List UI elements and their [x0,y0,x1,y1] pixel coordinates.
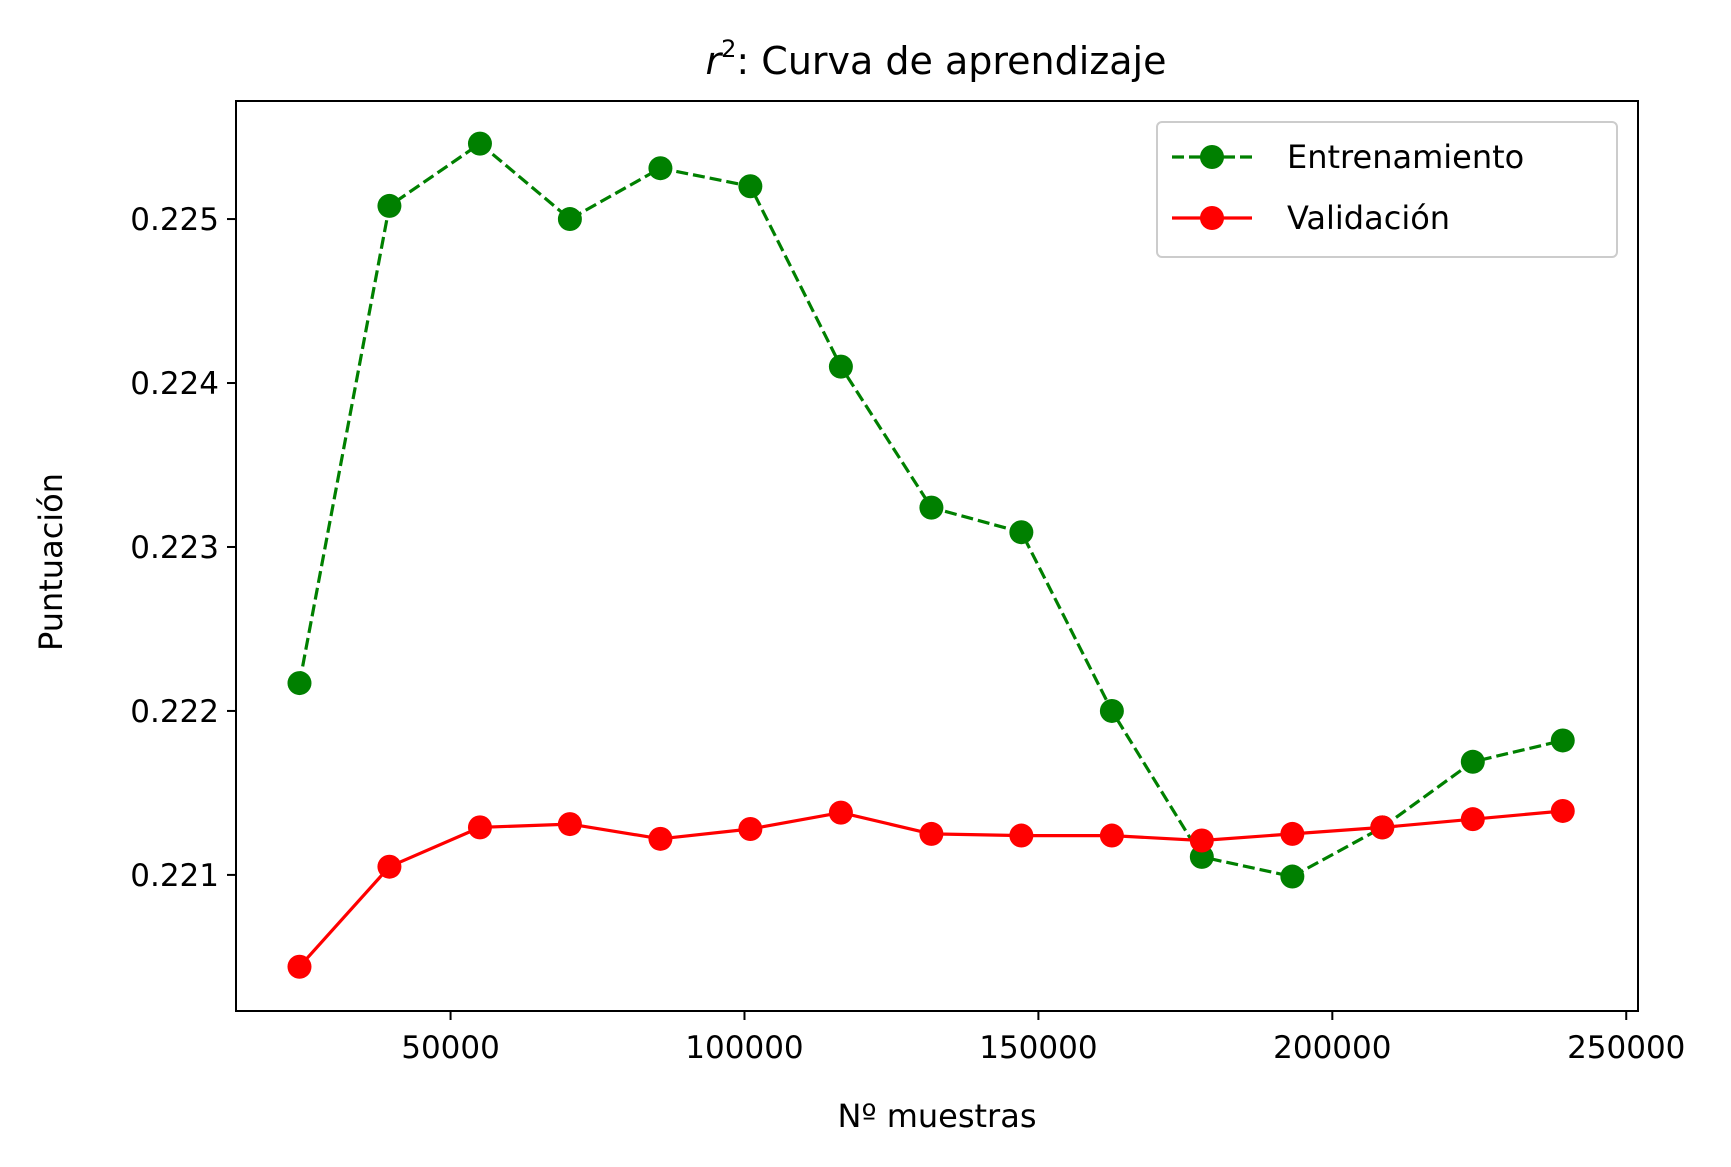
data-point-entrenamiento [919,495,944,520]
series-layer [287,131,1575,979]
series-entrenamiento [287,131,1575,889]
data-point-validacion [467,815,492,840]
title-prefix: r [706,39,724,83]
data-point-validacion [1099,823,1124,848]
data-point-validacion [919,821,944,846]
data-point-validacion [828,800,853,825]
data-point-validacion [557,812,582,837]
data-point-validacion [1009,823,1034,848]
legend-marker-validacion [1200,206,1224,230]
data-point-validacion [377,854,402,879]
data-point-entrenamiento [1550,728,1575,753]
data-point-validacion [1550,798,1575,823]
data-point-entrenamiento [828,354,853,379]
y-tick-label: 0.222 [130,694,219,730]
y-tick-label: 0.225 [130,202,219,238]
data-point-entrenamiento [377,193,402,218]
y-axis-ticks: 0.221 0.222 0.223 0.224 0.225 [130,202,236,894]
plot-frame [235,100,1639,1012]
x-tick-label: 50000 [401,1030,500,1066]
series-validacion [287,798,1575,979]
data-point-entrenamiento [1009,520,1034,545]
data-point-entrenamiento [1189,844,1214,869]
x-tick-label: 250000 [1567,1030,1685,1066]
data-point-entrenamiento [1099,698,1124,723]
title-suffix: : Curva de aprendizaje [736,39,1166,83]
legend-label-validacion: Validación [1287,199,1450,237]
data-point-validacion [287,954,312,979]
data-point-entrenamiento [557,207,582,232]
legend-marker-entrenamiento [1200,145,1224,169]
data-point-entrenamiento [738,174,763,199]
data-point-entrenamiento [287,671,312,696]
title-superscript: 2 [721,35,736,63]
legend-box [1156,121,1618,258]
data-point-validacion [1370,815,1395,840]
data-point-entrenamiento [467,131,492,156]
y-tick-label: 0.221 [130,858,219,894]
data-point-entrenamiento [648,156,673,181]
x-axis-label: Nº muestras [838,1097,1037,1135]
x-tick-label: 100000 [685,1030,803,1066]
data-point-validacion [1280,821,1305,846]
y-tick-label: 0.223 [130,530,219,566]
data-point-validacion [1189,828,1214,853]
legend: Entrenamiento Validación [1156,121,1618,258]
data-point-entrenamiento [1460,749,1485,774]
legend-label-entrenamiento: Entrenamiento [1287,138,1524,176]
x-tick-label: 200000 [1273,1030,1391,1066]
data-point-validacion [648,826,673,851]
data-point-entrenamiento [1280,864,1305,889]
x-tick-label: 150000 [979,1030,1097,1066]
data-point-validacion [738,817,763,841]
y-tick-label: 0.224 [130,366,219,402]
data-point-validacion [1460,807,1485,832]
x-axis-ticks: 50000 100000 150000 200000 250000 [401,1011,1685,1066]
chart-title: r2: Curva de aprendizaje [706,35,1167,83]
y-axis-label: Puntuación [32,473,70,651]
